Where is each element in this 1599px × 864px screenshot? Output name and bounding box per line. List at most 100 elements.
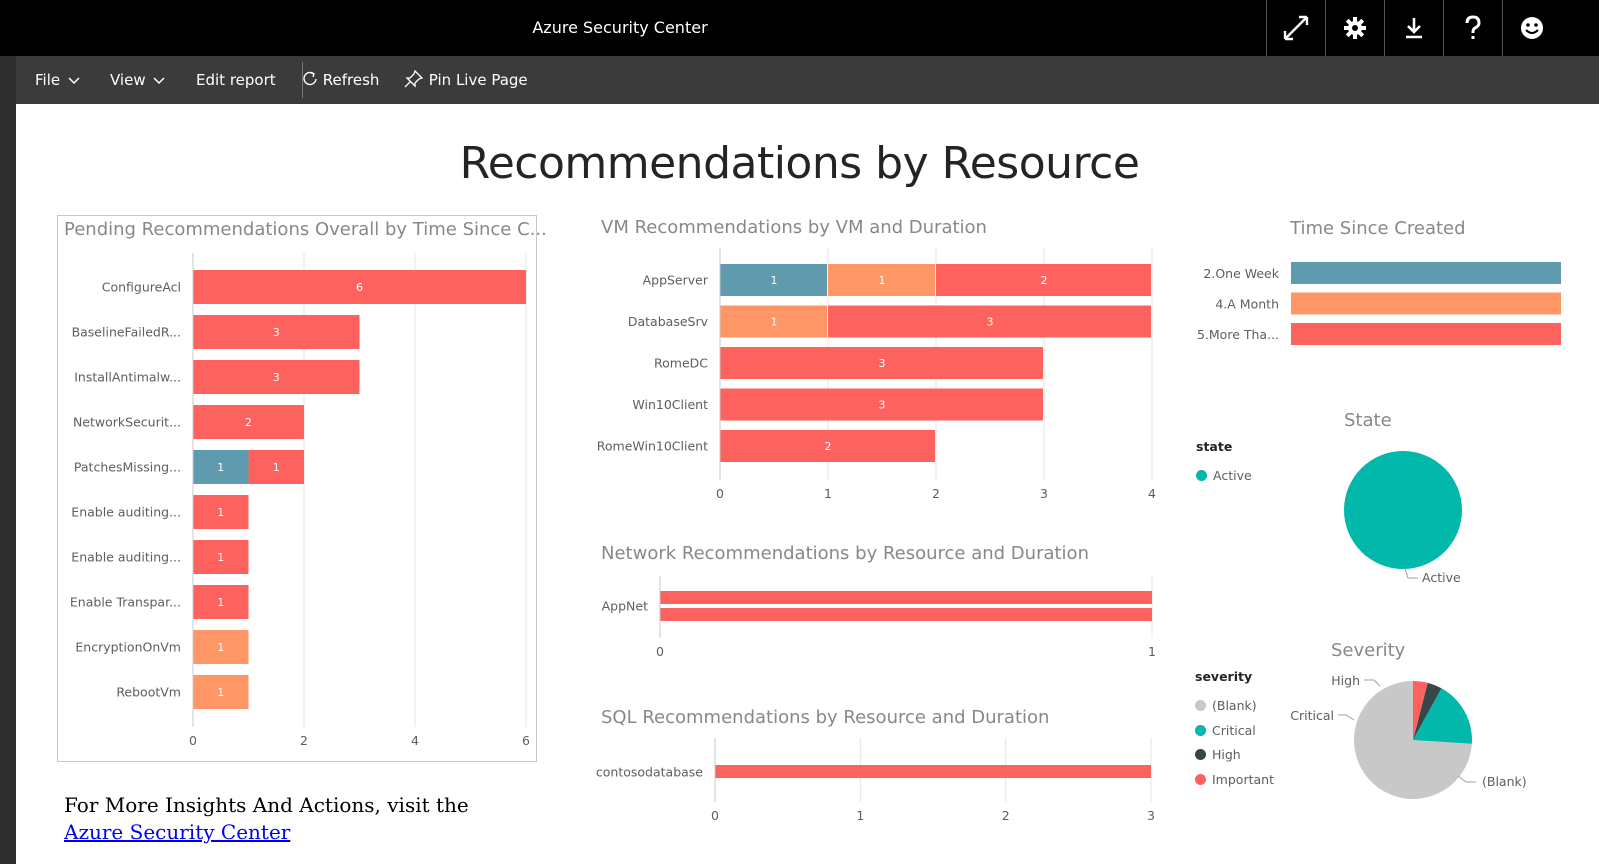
settings-button[interactable] <box>1325 0 1384 56</box>
x-tick-label: 3 <box>1040 486 1048 501</box>
category-label: PatchesMissing... <box>74 460 181 475</box>
fullscreen-button[interactable] <box>1266 0 1325 56</box>
data-label: 2 <box>825 440 832 453</box>
data-label: 1 <box>771 316 778 329</box>
refresh-label: Refresh <box>322 71 380 89</box>
x-tick-label: 0 <box>189 733 197 748</box>
leader-line <box>1338 714 1355 721</box>
data-label: 6 <box>356 281 363 294</box>
sql-chart: 0 1 2 3 contosodatabase <box>596 738 1155 823</box>
legend-item[interactable]: Active <box>1196 468 1252 483</box>
time-since-chart-title: Time Since Created <box>1290 218 1466 239</box>
pending-chart-frame <box>57 215 537 762</box>
x-tick-label: 1 <box>1148 644 1156 659</box>
chevron-down-icon <box>68 77 80 85</box>
legend-label: Important <box>1212 771 1274 787</box>
data-label: 3 <box>987 316 994 329</box>
state-legend-title: state <box>1196 439 1233 454</box>
pin-live-page-label: Pin Live Page <box>428 71 528 89</box>
bar-segment <box>193 315 360 349</box>
pie-slice <box>1413 688 1472 744</box>
legend-label: High <box>1212 747 1241 762</box>
edit-report-button[interactable]: Edit report <box>196 71 276 89</box>
category-label: ConfigureAcl <box>102 280 181 295</box>
state-pie: Active <box>1344 451 1462 585</box>
category-label: 4.A Month <box>1215 297 1279 312</box>
data-label: 2 <box>1041 274 1048 287</box>
network-chart: 0 1 AppNet <box>602 576 1156 659</box>
data-label: 3 <box>879 399 886 412</box>
severity-legend-title: severity <box>1195 669 1253 684</box>
data-label: 3 <box>273 371 280 384</box>
x-tick-label: 1 <box>856 808 864 823</box>
data-label: 1 <box>217 596 224 609</box>
bar-segment <box>193 270 526 304</box>
data-label: 3 <box>273 326 280 339</box>
bar-segment <box>720 264 827 296</box>
x-tick-label: 0 <box>716 486 724 501</box>
feedback-button[interactable] <box>1502 0 1561 56</box>
view-menu-label: View <box>110 71 146 89</box>
category-label: contosodatabase <box>596 765 703 780</box>
toolbar-divider <box>302 62 303 98</box>
legend-item[interactable]: Important <box>1195 772 1274 787</box>
bar-segment <box>193 585 249 619</box>
file-menu[interactable]: File <box>35 56 80 104</box>
x-tick-label: 2 <box>932 486 940 501</box>
leader-line <box>1457 775 1476 783</box>
download-button[interactable] <box>1384 0 1443 56</box>
refresh-button[interactable]: Refresh <box>302 56 379 104</box>
state-chart-title: State <box>1344 410 1392 431</box>
pie-slice <box>1413 682 1442 740</box>
x-tick-label: 2 <box>300 733 308 748</box>
data-label: 1 <box>217 506 224 519</box>
category-label: Enable auditing... <box>71 505 181 520</box>
data-label: 2 <box>245 416 252 429</box>
x-tick-label: 0 <box>711 808 719 823</box>
pie-slice <box>1413 681 1428 740</box>
x-tick-label: 0 <box>656 644 664 659</box>
bar-segment <box>248 450 304 484</box>
legend-item[interactable]: (Blank) <box>1195 698 1257 713</box>
slice-label: (Blank) <box>1482 774 1527 789</box>
bar-segment <box>828 264 935 296</box>
leader-line <box>1364 679 1381 687</box>
legend-item[interactable]: Critical <box>1195 723 1256 738</box>
data-label: 1 <box>273 461 280 474</box>
page-title: Recommendations by Resource <box>459 138 1140 189</box>
category-label: AppServer <box>643 273 709 288</box>
legend-item[interactable]: High <box>1195 747 1241 762</box>
pending-chart: 0 2 4 6 ConfigureAcl 6 BaselineFailedR... 3 Inst… <box>70 253 530 748</box>
bar-segment <box>193 405 304 439</box>
legend-swatch <box>1196 470 1207 481</box>
x-tick-label: 4 <box>1148 486 1156 501</box>
title-bar: Azure Security Center <box>0 0 1599 56</box>
bar-segment <box>936 264 1151 296</box>
help-button[interactable] <box>1443 0 1502 56</box>
bar-segment <box>193 495 249 529</box>
bar-segment <box>715 765 1151 778</box>
download-icon <box>1406 18 1422 39</box>
bar-segment <box>720 305 827 338</box>
data-label: 1 <box>217 641 224 654</box>
footer-prefix: For More Insights And Actions, visit the <box>64 793 469 817</box>
bar-segment <box>828 305 1151 338</box>
category-label: EncryptionOnVm <box>75 640 181 655</box>
bar-segment <box>193 630 249 664</box>
data-label: 1 <box>879 274 886 287</box>
pin-live-page-button[interactable]: Pin Live Page <box>404 56 528 104</box>
legend-label: Active <box>1213 468 1252 483</box>
pin-icon <box>404 69 424 88</box>
data-label: 1 <box>217 551 224 564</box>
azure-security-center-link[interactable]: Azure Security Center <box>64 820 291 844</box>
app-title: Azure Security Center <box>532 18 708 37</box>
pie-slice <box>1344 451 1462 569</box>
category-label: 2.One Week <box>1203 266 1279 281</box>
x-tick-label: 6 <box>522 733 530 748</box>
view-menu[interactable]: View <box>110 56 165 104</box>
slice-label: Active <box>1422 570 1461 585</box>
network-chart-title: Network Recommendations by Resource and … <box>601 543 1089 564</box>
refresh-icon <box>303 71 317 86</box>
legend-swatch <box>1195 749 1206 760</box>
category-label: AppNet <box>602 599 648 614</box>
